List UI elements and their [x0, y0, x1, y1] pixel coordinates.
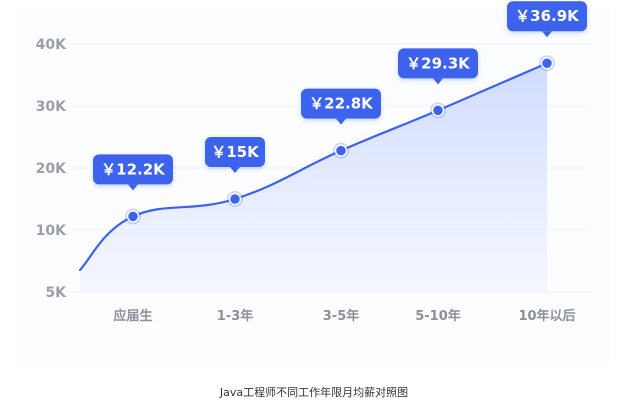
x-category-label: 3-5年	[323, 308, 360, 324]
y-tick-label: 5K	[45, 285, 67, 301]
value-badge: ￥15K	[205, 137, 265, 173]
value-badge-pointer	[336, 118, 346, 125]
area-shape	[80, 63, 547, 292]
data-point	[126, 210, 140, 223]
value-badge-box	[507, 1, 587, 32]
value-label: ￥36.9K	[515, 7, 580, 25]
y-tick-label: 30K	[36, 99, 67, 115]
salary-line-chart: 5K 10K 20K 30K 40K ￥12.2K ￥15K ￥22.8K ￥29.3K ￥36…	[36, 1, 587, 324]
y-tick-label: 40K	[36, 37, 67, 53]
value-badges: ￥12.2K ￥15K ￥22.8K ￥29.3K ￥36.9K	[93, 1, 587, 191]
value-label: ￥29.3K	[406, 54, 471, 72]
value-badge-box	[398, 48, 478, 79]
value-badge-pointer	[542, 31, 552, 38]
data-points	[125, 55, 555, 225]
chart-caption: Java工程师不同工作年限月均薪对照图	[219, 386, 409, 399]
x-axis-category-labels: 应届生 1-3年 3-5年 5-10年 10年以后	[113, 308, 575, 324]
value-badge-box	[93, 154, 173, 185]
data-point	[540, 56, 554, 70]
value-badge: ￥12.2K	[93, 154, 173, 191]
y-axis-tick-labels: 5K 10K 20K 30K 40K	[36, 37, 67, 301]
value-badge-box	[301, 88, 381, 119]
value-badge-pointer	[128, 184, 138, 191]
x-category-label: 10年以后	[518, 308, 575, 324]
area-fill	[80, 63, 547, 292]
value-badge-box	[205, 137, 265, 167]
value-badge-pointer	[230, 167, 240, 173]
value-label: ￥22.8K	[309, 95, 374, 113]
value-badge: ￥36.9K	[507, 1, 587, 38]
value-label: ￥12.2K	[101, 160, 166, 178]
data-point	[334, 144, 348, 157]
data-point	[228, 192, 242, 206]
x-category-label: 5-10年	[415, 308, 461, 324]
value-badge: ￥22.8K	[301, 88, 381, 125]
value-label: ￥15K	[211, 143, 260, 161]
value-badge-pointer	[433, 78, 443, 85]
y-tick-label: 10K	[36, 223, 67, 239]
x-category-label: 应届生	[113, 308, 152, 324]
data-point	[431, 104, 445, 117]
y-tick-label: 20K	[36, 161, 67, 177]
x-category-label: 1-3年	[217, 308, 254, 324]
value-badge: ￥29.3K	[398, 48, 478, 85]
